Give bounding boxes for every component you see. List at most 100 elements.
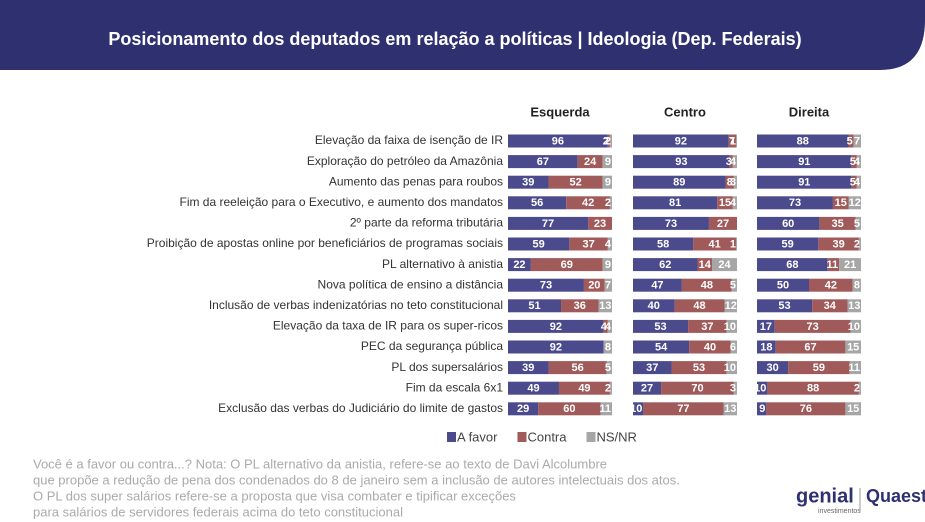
data-label: 1 bbox=[730, 238, 736, 250]
data-label: 13 bbox=[599, 300, 611, 312]
bar-segment bbox=[757, 361, 789, 375]
panel-title: Direita bbox=[789, 104, 830, 119]
data-label: 92 bbox=[550, 341, 562, 353]
bar-segment bbox=[717, 196, 733, 210]
data-label: 17 bbox=[760, 321, 772, 333]
data-label: 11 bbox=[848, 362, 860, 374]
bar-segment bbox=[508, 340, 604, 354]
data-label: 42 bbox=[582, 197, 594, 209]
category-label: Elevação da faixa de isenção de IR bbox=[315, 133, 503, 147]
bar-segment bbox=[708, 216, 737, 230]
bar-segment bbox=[558, 381, 610, 395]
data-label: 56 bbox=[531, 197, 543, 209]
data-label: 67 bbox=[804, 341, 816, 353]
bar-segment bbox=[851, 175, 857, 189]
data-label: 5 bbox=[850, 177, 856, 189]
bar-segment bbox=[508, 299, 562, 313]
data-label: 91 bbox=[798, 177, 810, 189]
bar-segment bbox=[856, 155, 861, 169]
category-label: Inclusão de verbas indenizatórias no tet… bbox=[209, 298, 503, 312]
data-label: 92 bbox=[550, 321, 562, 333]
bar-segment bbox=[508, 278, 584, 292]
logo: Quaest bbox=[866, 486, 925, 506]
data-label: 91 bbox=[798, 156, 810, 168]
category-label: Fim da escala 6x1 bbox=[406, 380, 504, 394]
bar-segment bbox=[858, 381, 861, 395]
data-label: 89 bbox=[673, 177, 685, 189]
data-label: 13 bbox=[848, 300, 860, 312]
data-label: 40 bbox=[704, 341, 716, 353]
bar-segment bbox=[643, 402, 724, 416]
data-label: 92 bbox=[675, 135, 687, 147]
bar-segment bbox=[633, 319, 689, 333]
legend-swatch bbox=[586, 432, 596, 442]
data-label: 5 bbox=[854, 218, 860, 230]
data-label: 56 bbox=[572, 362, 584, 374]
data-label: 67 bbox=[537, 156, 549, 168]
bar-segment bbox=[757, 278, 809, 292]
data-label: 2 bbox=[605, 383, 611, 395]
bar-segment bbox=[508, 134, 608, 148]
bar-segment bbox=[633, 381, 662, 395]
data-label: 5 bbox=[847, 135, 853, 147]
bar-segment bbox=[729, 155, 733, 169]
bar-segment bbox=[508, 155, 578, 169]
bar-segment bbox=[588, 216, 612, 230]
data-label: 10 bbox=[848, 321, 860, 333]
data-label: 53 bbox=[778, 300, 790, 312]
bar-segment bbox=[757, 175, 852, 189]
bar-segment bbox=[602, 258, 612, 272]
panel-title: Centro bbox=[664, 104, 706, 119]
bar-segment bbox=[697, 258, 713, 272]
data-label: 14 bbox=[699, 259, 712, 271]
category-label: PEC da segurança pública bbox=[361, 339, 503, 353]
data-label: 40 bbox=[648, 300, 660, 312]
bar-segment bbox=[508, 216, 589, 230]
data-label: 15 bbox=[847, 403, 859, 415]
data-label: 73 bbox=[807, 321, 819, 333]
bar-segment bbox=[726, 319, 737, 333]
data-label: 4 bbox=[854, 156, 861, 168]
bar-segment bbox=[566, 196, 610, 210]
category-label: Exploração do petróleo da Amazônia bbox=[307, 154, 503, 168]
bar-segment bbox=[508, 319, 604, 333]
data-label: 34 bbox=[824, 300, 837, 312]
data-label: 30 bbox=[766, 362, 778, 374]
data-label: 15 bbox=[835, 197, 847, 209]
footnote: O PL dos super salários refere-se a prop… bbox=[33, 488, 516, 503]
footnote: que propõe a redução de pena dos condena… bbox=[33, 472, 680, 487]
bar-segment bbox=[845, 340, 861, 354]
data-label: 21 bbox=[844, 259, 856, 271]
data-label: 9 bbox=[605, 177, 611, 189]
data-label: 35 bbox=[831, 218, 843, 230]
data-label: 12 bbox=[725, 300, 737, 312]
data-label: 2 bbox=[603, 135, 609, 147]
data-label: 5 bbox=[850, 156, 856, 168]
bar-segment bbox=[809, 278, 853, 292]
bar-segment bbox=[730, 340, 737, 354]
data-label: 3 bbox=[730, 383, 736, 395]
data-label: 37 bbox=[582, 238, 594, 250]
bar-segment bbox=[819, 216, 856, 230]
bar-segment bbox=[851, 155, 857, 169]
data-label: 27 bbox=[717, 218, 729, 230]
legend-swatch bbox=[447, 432, 456, 442]
data-label: 68 bbox=[786, 259, 798, 271]
bar-segment bbox=[689, 340, 731, 354]
bar-segment bbox=[600, 402, 612, 416]
category-label: Elevação da taxa de IR para os super-ric… bbox=[273, 319, 503, 333]
data-label: 49 bbox=[578, 383, 590, 395]
bar-segment bbox=[633, 175, 726, 189]
data-label: 24 bbox=[584, 156, 597, 168]
bar-segment bbox=[757, 216, 820, 230]
category-label: Fim da reeleição para o Executivo, e aum… bbox=[179, 195, 503, 209]
data-label: 37 bbox=[701, 321, 713, 333]
data-label: 9 bbox=[605, 259, 611, 271]
bar-segment bbox=[757, 258, 828, 272]
bar-segment bbox=[609, 381, 612, 395]
bar-segment bbox=[724, 299, 737, 313]
data-label: 22 bbox=[513, 259, 525, 271]
bar-segment bbox=[847, 299, 861, 313]
bar-segment bbox=[845, 402, 861, 416]
